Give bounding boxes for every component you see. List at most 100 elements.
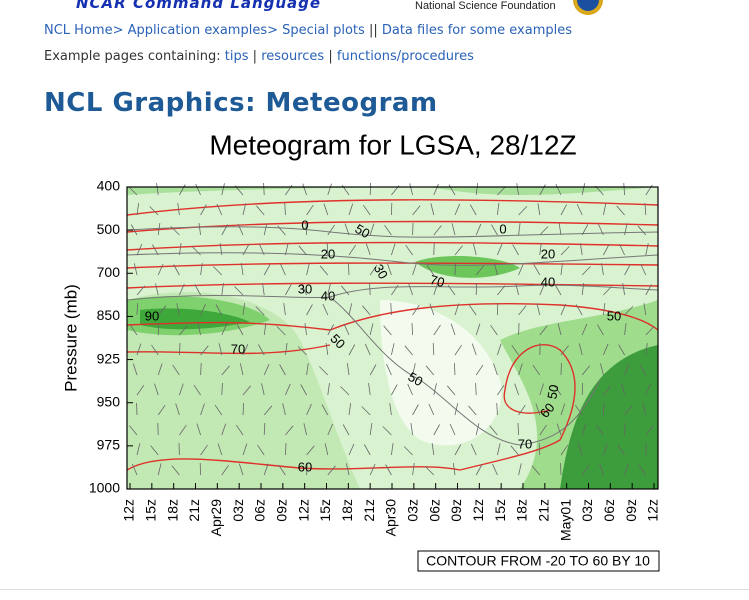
wind-barb — [391, 384, 398, 396]
x-tick-label: 03z — [230, 499, 246, 522]
contour-label: 50 — [406, 369, 426, 389]
wind-barb — [369, 423, 373, 436]
wind-barb — [622, 283, 625, 296]
wind-barb — [196, 423, 201, 436]
brand[interactable]: NCAR Command Language — [76, 0, 322, 12]
wind-barb — [619, 243, 625, 256]
x-tick-label: 18z — [164, 499, 180, 522]
wind-barb — [560, 204, 567, 216]
x-tick-label: 15z — [317, 499, 333, 522]
wind-barb — [621, 383, 625, 396]
wind-barb — [175, 403, 180, 416]
contour-label: 70 — [428, 272, 446, 290]
wind-barb — [489, 425, 498, 436]
wind-barb — [539, 184, 546, 196]
wind-barb — [603, 303, 606, 316]
wind-barb — [280, 263, 286, 276]
nav-link[interactable]: NCL Home> — [44, 23, 124, 38]
wind-barb — [603, 443, 608, 456]
wind-barb — [154, 383, 159, 396]
wind-barb — [475, 423, 480, 436]
wind-barb — [200, 204, 207, 216]
wind-barb — [157, 463, 162, 476]
wind-barb — [535, 403, 541, 416]
x-tick-label: May01 — [557, 499, 573, 541]
wind-barb — [412, 363, 416, 376]
wind-barb — [560, 345, 569, 356]
wind-barb — [384, 224, 392, 236]
wind-barb — [596, 424, 604, 436]
wind-barb — [327, 383, 330, 396]
wind-barb — [284, 202, 286, 216]
wind-barb — [539, 383, 544, 396]
wind-barb — [643, 303, 647, 316]
contour-label: 20 — [541, 246, 555, 261]
y-tick-label: 400 — [97, 178, 121, 194]
wind-barb — [497, 203, 500, 216]
wind-barb — [221, 365, 230, 376]
wind-barb — [343, 323, 350, 336]
wind-barb — [555, 183, 562, 196]
wind-barb — [136, 302, 139, 316]
wind-barb — [382, 426, 392, 436]
wind-barb — [579, 243, 583, 256]
x-tick-label: 21z — [361, 499, 377, 522]
wind-barb — [129, 425, 138, 436]
wind-barb — [385, 464, 392, 476]
wind-barb — [391, 443, 394, 456]
wind-barb — [644, 203, 647, 216]
y-tick-label: 500 — [97, 221, 121, 237]
wind-barb — [391, 243, 396, 256]
wind-barb — [475, 265, 485, 276]
example-link[interactable]: tips — [224, 49, 249, 64]
wind-barb — [560, 444, 569, 456]
wind-barb — [242, 443, 248, 456]
wind-barb — [150, 445, 159, 456]
wind-barb — [448, 184, 456, 196]
wind-barb — [510, 445, 519, 456]
nav-link[interactable]: Application examples> — [127, 23, 278, 38]
wind-barb — [285, 343, 288, 356]
wind-barb — [198, 223, 201, 236]
x-tick-label: 09z — [623, 499, 639, 522]
example-link[interactable]: resources — [261, 49, 325, 64]
wind-barb — [623, 183, 625, 196]
wind-barb — [515, 283, 519, 296]
contour-label: 40 — [321, 288, 335, 303]
wind-barb — [300, 384, 307, 396]
wind-barb — [130, 224, 138, 236]
wind-barb — [645, 243, 649, 256]
wind-barb — [454, 245, 463, 256]
contour-label: 40 — [541, 274, 555, 289]
wind-barb — [132, 363, 138, 376]
wind-barb — [475, 323, 481, 336]
wind-barb — [200, 403, 205, 416]
nav-link[interactable]: Data files for some examples — [381, 23, 572, 38]
wind-barb — [194, 284, 201, 296]
wind-barb — [217, 443, 223, 456]
wind-barb — [236, 324, 244, 336]
wind-barb — [638, 464, 647, 476]
wind-barb — [559, 462, 562, 476]
wind-barb — [282, 403, 286, 416]
wind-barb — [200, 303, 206, 316]
wind-barb — [599, 463, 604, 476]
example-link[interactable]: functions/procedures — [336, 49, 474, 64]
wind-barb — [475, 464, 483, 476]
wind-barb — [454, 203, 461, 216]
wind-barb — [297, 346, 307, 356]
wind-barb — [532, 364, 541, 376]
nav-link[interactable]: Special plots — [282, 23, 365, 38]
wind-barb — [603, 385, 612, 396]
wind-barb — [369, 463, 376, 476]
wind-barb — [214, 404, 223, 416]
wind-barb — [327, 183, 332, 196]
wind-barb — [600, 363, 604, 376]
wind-barb — [637, 225, 647, 236]
wind-barb — [242, 402, 245, 416]
y-tick-label: 850 — [97, 307, 121, 323]
wind-barb — [389, 403, 392, 416]
wind-barb — [235, 424, 244, 436]
wind-barb — [581, 423, 587, 436]
